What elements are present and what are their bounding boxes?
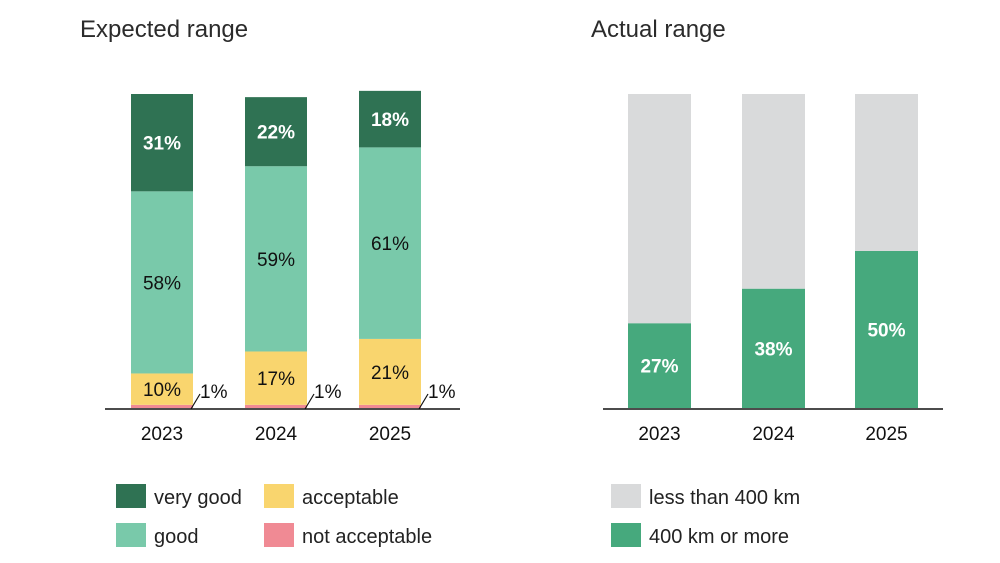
- data-label-not-acceptable-2025: 1%: [428, 382, 456, 403]
- bar-acceptable-2023: [131, 373, 193, 405]
- x-tick-label: 2025: [369, 424, 411, 445]
- data-label-400-km-or-more-2023: 27%: [640, 357, 678, 378]
- x-tick-label: 2024: [752, 424, 795, 445]
- bar-not-acceptable-2025: [359, 404, 421, 408]
- bar-not-acceptable-2023: [131, 404, 193, 408]
- legend-swatch-less-than-400-km: [611, 484, 641, 508]
- bar-less-than-400-km-2025: [855, 94, 918, 251]
- legend-swatch-acceptable: [264, 484, 294, 508]
- x-tick-label: 2024: [255, 424, 298, 445]
- data-label-good-2023: 58%: [143, 273, 181, 294]
- bar-less-than-400-km-2023: [628, 94, 691, 324]
- bar-very-good-2023: [131, 94, 193, 192]
- bar-good-2025: [359, 147, 421, 339]
- legend-label-400-km-or-more: 400 km or more: [649, 526, 789, 548]
- data-label-very-good-2023: 31%: [143, 134, 181, 155]
- bar-not-acceptable-2024: [245, 404, 307, 408]
- x-tick-label: 2023: [638, 424, 680, 445]
- x-tick-label: 2025: [865, 424, 907, 445]
- legend-swatch-not-acceptable: [264, 523, 294, 547]
- legend-swatch-400-km-or-more: [611, 523, 641, 547]
- leader-line-2024: [304, 393, 315, 410]
- data-label-not-acceptable-2024: 1%: [314, 382, 342, 403]
- data-label-not-acceptable-2023: 1%: [200, 382, 228, 403]
- bar-very-good-2025: [359, 90, 421, 148]
- legend-swatch-very-good: [116, 484, 146, 508]
- data-label-good-2025: 61%: [371, 234, 409, 255]
- bar-good-2024: [245, 166, 307, 352]
- data-label-acceptable-2024: 17%: [257, 369, 295, 390]
- bar-400-km-or-more-2024: [742, 288, 805, 408]
- legend-label-not-acceptable: not acceptable: [302, 526, 432, 548]
- leader-line-2023: [190, 393, 201, 410]
- data-label-very-good-2025: 18%: [371, 110, 409, 131]
- bar-very-good-2024: [245, 97, 307, 167]
- data-label-acceptable-2023: 10%: [143, 380, 181, 401]
- leader-line-2025: [418, 393, 429, 410]
- legend-label-less-than-400-km: less than 400 km: [649, 487, 800, 509]
- legend-label-very-good: very good: [154, 487, 242, 509]
- data-label-good-2024: 59%: [257, 250, 295, 271]
- bar-acceptable-2024: [245, 351, 307, 405]
- data-label-400-km-or-more-2025: 50%: [867, 321, 905, 342]
- bar-acceptable-2025: [359, 338, 421, 405]
- chart-title: Expected range: [80, 16, 248, 43]
- data-label-acceptable-2025: 21%: [371, 363, 409, 384]
- legend-label-acceptable: acceptable: [302, 487, 399, 509]
- data-label-very-good-2024: 22%: [257, 123, 295, 144]
- x-tick-label: 2023: [141, 424, 183, 445]
- bar-less-than-400-km-2024: [742, 94, 805, 289]
- legend-swatch-good: [116, 523, 146, 547]
- data-label-400-km-or-more-2024: 38%: [754, 339, 792, 360]
- legend-label-good: good: [154, 526, 199, 548]
- bar-400-km-or-more-2025: [855, 251, 918, 408]
- chart-title: Actual range: [591, 16, 726, 43]
- bar-400-km-or-more-2023: [628, 323, 691, 408]
- bar-good-2023: [131, 191, 193, 374]
